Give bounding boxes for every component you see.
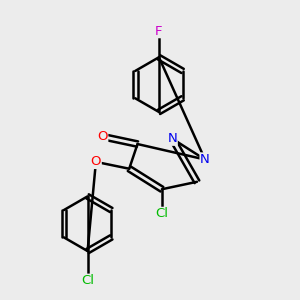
Text: N: N [200, 153, 210, 166]
Text: O: O [91, 155, 101, 168]
Text: O: O [97, 130, 108, 143]
Text: N: N [167, 132, 177, 145]
Text: Cl: Cl [155, 207, 168, 220]
Text: F: F [155, 25, 163, 38]
Text: Cl: Cl [81, 274, 94, 287]
